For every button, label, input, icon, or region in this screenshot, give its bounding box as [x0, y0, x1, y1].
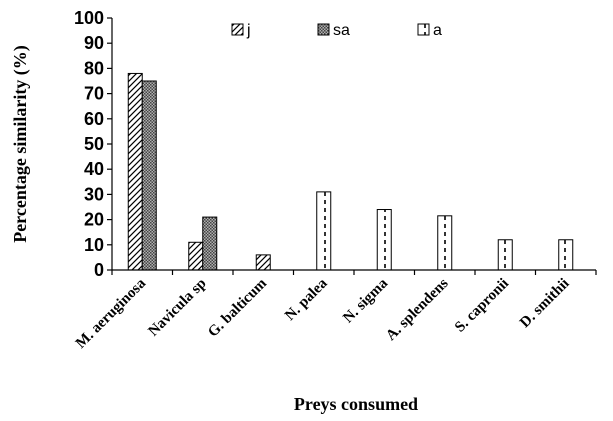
y-axis-ticks: 0 10 20 30 40 50 60 70 80 90 100: [74, 8, 112, 280]
y-tick-label: 0: [94, 260, 104, 280]
x-axis-title: Preys consumed: [294, 394, 418, 414]
y-tick-label: 10: [84, 235, 104, 255]
bar-j-0: [127, 72, 143, 271]
y-tick-label: 100: [74, 8, 104, 28]
bar-a-5: [437, 215, 453, 271]
x-tick-label: D. smithii: [517, 276, 573, 332]
x-tick-label: Navicula sp: [146, 276, 210, 340]
bars-group: [127, 72, 574, 271]
x-tick-label: M. aeruginosa: [73, 275, 149, 351]
legend-label-sa: sa: [333, 22, 350, 39]
y-tick-label: 30: [84, 184, 104, 204]
y-tick-label: 40: [84, 159, 104, 179]
y-axis-title: Percentage similarity (%): [10, 45, 31, 243]
bar-sa-1: [202, 216, 218, 271]
legend-swatch-sa: [317, 23, 330, 36]
x-tick-label: G. balticum: [205, 275, 270, 340]
x-tick-label: N. palea: [282, 275, 331, 324]
y-tick-label: 50: [84, 134, 104, 154]
bar-j-1: [188, 241, 204, 271]
bar-a-4: [376, 209, 392, 271]
y-tick-label: 60: [84, 109, 104, 129]
legend-label-j: j: [246, 22, 251, 39]
legend: j sa a: [231, 22, 442, 39]
x-tick-label: S. capronii: [452, 276, 512, 336]
bar-sa-0: [141, 80, 157, 271]
y-tick-label: 90: [84, 33, 104, 53]
legend-label-a: a: [433, 22, 442, 39]
x-tick-label: A. splendens: [383, 275, 452, 344]
y-tick-label: 20: [84, 210, 104, 230]
bar-j-2: [255, 254, 271, 271]
bar-a-7: [558, 239, 574, 271]
x-tick-label: N. sigma: [340, 275, 391, 326]
legend-swatch-j: [231, 23, 244, 36]
bar-a-6: [497, 239, 513, 271]
legend-swatch-a: [417, 23, 430, 36]
y-tick-label: 70: [84, 84, 104, 104]
bar-a-3: [316, 191, 332, 271]
y-tick-label: 80: [84, 58, 104, 78]
